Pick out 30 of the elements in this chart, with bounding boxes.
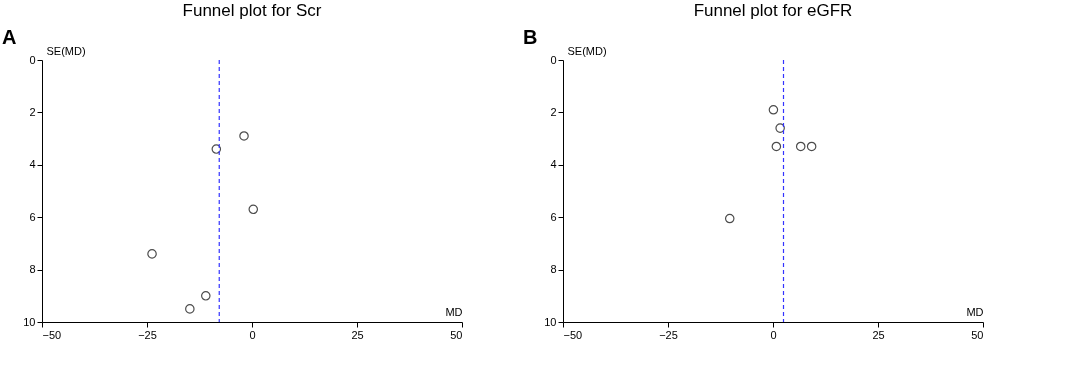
y-tick-label: 10 [544,315,557,328]
x-tick-label: −50 [42,328,62,341]
y-tick-label: 10 [23,315,36,328]
chart-title: Funnel plot for eGFR [693,1,853,20]
x-tick-label: −50 [563,328,583,341]
y-axis-title: SE(MD) [567,44,607,57]
x-tick-label: 50 [971,328,984,341]
x-tick-label: 25 [351,328,364,341]
y-tick-label: 4 [29,158,36,171]
x-axis-title: MD [966,305,984,318]
y-tick-label: 4 [550,158,557,171]
y-tick-label: 6 [550,210,557,223]
y-tick-label: 0 [550,53,557,66]
text: A [2,26,17,48]
x-tick-label: −25 [138,328,157,341]
y-tick-label: 2 [550,105,557,118]
y-tick-label: 0 [29,53,36,66]
y-tick-label: 6 [29,210,36,223]
x-tick-label: 0 [770,328,777,341]
text: B [523,26,538,48]
x-tick-label: −25 [659,328,678,341]
y-tick-label: 8 [29,263,36,276]
x-tick-label: 25 [872,328,885,341]
y-axis-title: SE(MD) [46,44,86,57]
y-tick-label: 2 [29,105,36,118]
x-tick-label: 50 [450,328,463,341]
y-tick-label: 8 [550,263,557,276]
chart-title: Funnel plot for Scr [182,1,322,20]
x-axis-title: MD [445,305,463,318]
x-tick-label: 0 [249,328,256,341]
